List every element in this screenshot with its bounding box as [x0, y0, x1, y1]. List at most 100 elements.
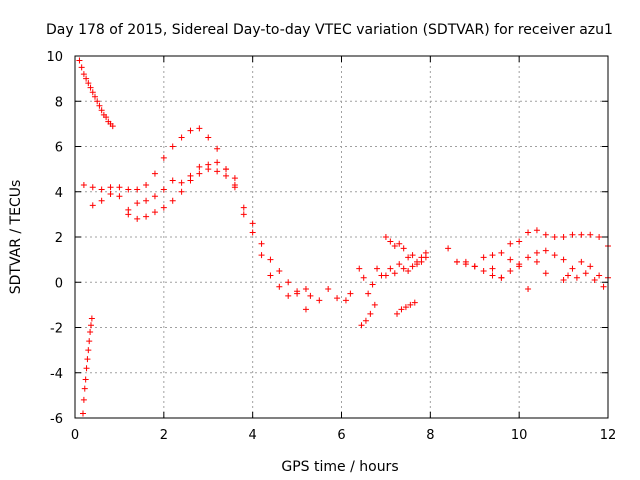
data-point	[178, 179, 185, 186]
data-point	[169, 197, 176, 204]
data-point	[214, 145, 221, 152]
data-point	[405, 254, 412, 261]
data-point	[160, 204, 167, 211]
data-point	[169, 177, 176, 184]
data-point	[578, 258, 585, 265]
series-late-scatter	[560, 258, 611, 290]
data-point	[409, 252, 416, 259]
data-point	[196, 163, 203, 170]
data-point	[394, 310, 401, 317]
data-point	[582, 270, 589, 277]
data-point	[391, 270, 398, 277]
data-point	[81, 385, 88, 392]
data-point	[516, 238, 523, 245]
data-point	[407, 301, 414, 308]
data-point	[362, 317, 369, 324]
data-point	[551, 234, 558, 240]
data-point	[411, 299, 418, 306]
data-point	[371, 301, 378, 308]
x-tick-label: 12	[600, 428, 617, 443]
data-point	[525, 286, 532, 293]
data-point	[307, 292, 314, 299]
data-point	[573, 274, 580, 281]
data-point	[223, 166, 230, 173]
data-point	[83, 75, 90, 82]
data-point	[569, 265, 576, 272]
x-tick-label: 4	[249, 428, 257, 443]
data-point	[249, 220, 256, 227]
series-evening-band-a	[382, 234, 429, 265]
series-lower-arc	[89, 166, 309, 313]
data-point	[560, 256, 567, 263]
series-night-lower	[453, 247, 567, 281]
data-point	[489, 265, 496, 272]
data-point	[367, 310, 374, 317]
data-point	[480, 267, 487, 274]
y-tick-label: 2	[55, 231, 63, 246]
data-point	[116, 193, 123, 200]
data-point	[391, 243, 398, 250]
data-point	[205, 134, 212, 141]
data-point	[302, 286, 309, 293]
data-point	[76, 57, 83, 64]
data-point	[542, 247, 549, 254]
data-point	[214, 168, 221, 175]
data-point	[387, 265, 394, 272]
data-point	[160, 154, 167, 161]
data-point	[400, 245, 407, 252]
data-point	[369, 281, 376, 288]
y-tick-label: -4	[50, 367, 63, 382]
data-point	[125, 206, 132, 213]
data-point	[560, 234, 567, 240]
data-point	[525, 229, 532, 236]
data-point	[294, 288, 301, 295]
data-point	[83, 365, 90, 372]
data-point	[267, 256, 274, 263]
data-point	[542, 270, 549, 277]
data-point	[143, 213, 150, 220]
data-point	[471, 263, 478, 270]
axis-layer: 0 2 4 6 8 10 12 -6 -4 -2 0 2 4 6 8 10	[46, 50, 616, 443]
data-point	[151, 209, 158, 216]
data-point	[151, 170, 158, 177]
data-point	[498, 249, 505, 256]
y-axis-label: SDTVAR / TECUs	[8, 180, 24, 295]
data-point	[356, 265, 363, 272]
series-early-descending	[76, 57, 116, 130]
data-point	[400, 265, 407, 272]
data-point	[84, 356, 91, 363]
data-point	[143, 197, 150, 204]
data-point	[258, 240, 265, 247]
data-point	[78, 64, 85, 71]
series-evening-band-b	[382, 254, 429, 279]
y-tick-label: 8	[55, 95, 63, 110]
data-point	[516, 263, 523, 270]
data-point	[596, 272, 603, 279]
data-point	[82, 376, 89, 383]
y-tick-label: -6	[50, 412, 63, 427]
data-layer	[76, 57, 611, 417]
data-point	[445, 245, 452, 252]
data-point	[89, 202, 96, 209]
data-point	[418, 258, 425, 265]
data-point	[80, 396, 87, 403]
series-night-upper	[445, 227, 611, 270]
data-point	[89, 89, 96, 96]
data-point	[382, 234, 389, 240]
data-point	[382, 272, 389, 279]
data-point	[542, 231, 549, 238]
x-tick-label: 10	[511, 428, 528, 443]
data-point	[231, 181, 238, 188]
data-point	[85, 80, 92, 87]
x-tick-label: 2	[160, 428, 168, 443]
data-point	[116, 184, 123, 191]
data-point	[196, 125, 203, 132]
data-point	[402, 304, 409, 311]
data-point	[187, 127, 194, 134]
data-point	[87, 329, 94, 336]
x-tick-label: 0	[71, 428, 79, 443]
data-point	[276, 283, 283, 290]
data-point	[178, 188, 185, 195]
x-tick-label: 8	[426, 428, 434, 443]
